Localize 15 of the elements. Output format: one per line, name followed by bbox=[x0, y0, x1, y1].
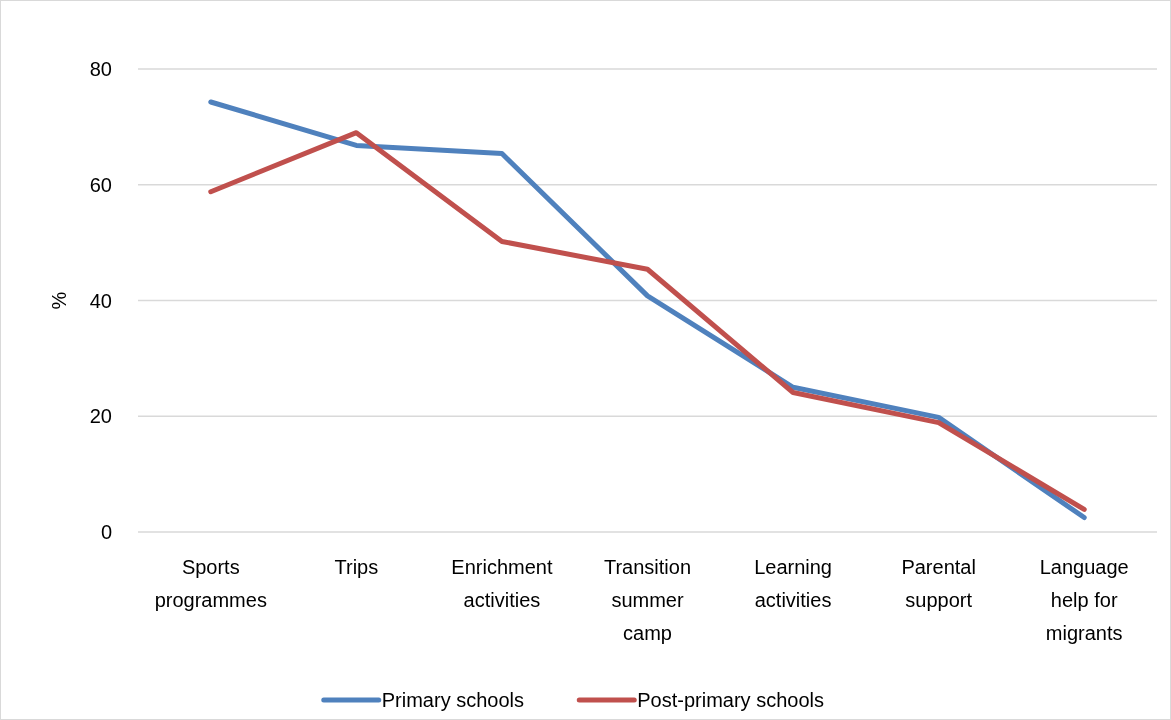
x-tick-label: Parental support bbox=[901, 556, 976, 611]
x-tick-label: Sports programmes bbox=[154, 556, 267, 611]
y-axis-title: % bbox=[48, 291, 70, 310]
legend-label: Post-primary schools bbox=[637, 689, 824, 711]
x-tick-label: Transition summer camp bbox=[603, 556, 692, 644]
x-tick-label: Language help for migrants bbox=[1039, 556, 1129, 644]
y-tick-label: 40 bbox=[89, 289, 112, 312]
y-tick-label: 0 bbox=[100, 521, 112, 543]
legend-label: Primary schools bbox=[381, 689, 525, 711]
x-tick-label: Learning activities bbox=[754, 556, 832, 611]
x-tick-label: Enrichment activities bbox=[451, 556, 553, 611]
y-tick-label: 80 bbox=[89, 58, 112, 80]
y-tick-label: 60 bbox=[89, 173, 112, 196]
x-tick-label: Trips bbox=[334, 556, 379, 578]
y-tick-label: 20 bbox=[89, 405, 112, 428]
